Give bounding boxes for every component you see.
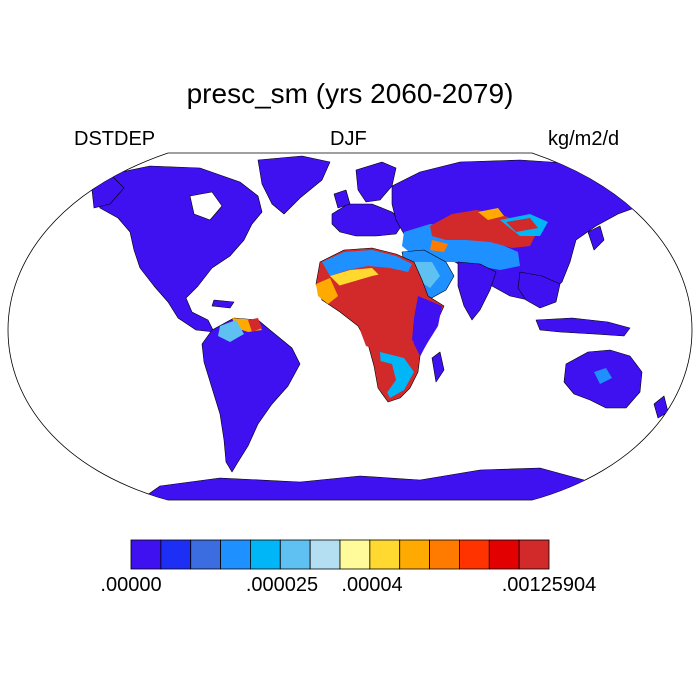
- madagascar-region: [431, 351, 445, 383]
- sahara-north-gradient: [322, 250, 412, 276]
- mongolia-red: [506, 218, 538, 232]
- east-africa-blue: [412, 296, 442, 356]
- colorbar-box-2: [190, 539, 221, 570]
- sahara-core: [338, 270, 414, 322]
- colorbar-box-5: [279, 539, 311, 570]
- colorbar-box-3: [220, 539, 251, 570]
- plot-title: presc_sm (yrs 2060-2079): [186, 78, 514, 109]
- indonesia-region: [535, 317, 631, 337]
- colorbar-box-9: [399, 539, 430, 570]
- sahara-north-yellow: [330, 268, 380, 286]
- colorbar-box-0: [130, 539, 162, 570]
- caribbean-region: [211, 299, 235, 309]
- scandinavia-region: [355, 161, 397, 203]
- caspian-region-orange: [430, 240, 448, 252]
- british-isles: [333, 189, 351, 209]
- colorbar-label-2: .00004: [341, 574, 403, 596]
- southeast-asia-region: [517, 271, 561, 309]
- central-asia-dust-orange: [478, 208, 504, 220]
- colorbar-box-1: [160, 539, 192, 570]
- colorbar-box-6: [309, 539, 341, 570]
- central-africa-red: [360, 326, 414, 358]
- australia-light-spots: [594, 368, 612, 384]
- colorbar: [130, 539, 550, 570]
- colorbar-label-1: .000025: [245, 574, 319, 596]
- southern-africa-red: [376, 360, 396, 394]
- sahara-west-coast: [316, 278, 338, 304]
- colorbar-label-min: .00000: [100, 574, 162, 596]
- india-region: [457, 261, 497, 321]
- hudson-bay: [189, 191, 223, 221]
- colorbar-label-max: .00125904: [501, 574, 597, 596]
- colorbar-box-12: [488, 539, 520, 570]
- season-label: DJF: [330, 128, 367, 150]
- south-america-region: [201, 317, 301, 473]
- colorbar-box-7: [339, 539, 371, 570]
- colorbar-box-4: [250, 539, 281, 570]
- colorbar-box-11: [459, 539, 490, 570]
- colorbar-box-8: [369, 539, 401, 570]
- variable-label: DSTDEP: [74, 128, 156, 150]
- colorbar-box-10: [429, 539, 460, 570]
- south-america-northwest-lightblue: [218, 320, 244, 342]
- europe-region: [331, 203, 405, 237]
- south-america-northwest-red: [248, 318, 262, 332]
- colorbar-box-13: [518, 539, 550, 570]
- greenland-region: [257, 155, 331, 215]
- japan-region: [587, 225, 605, 251]
- units-label: kg/m2/d: [548, 128, 620, 150]
